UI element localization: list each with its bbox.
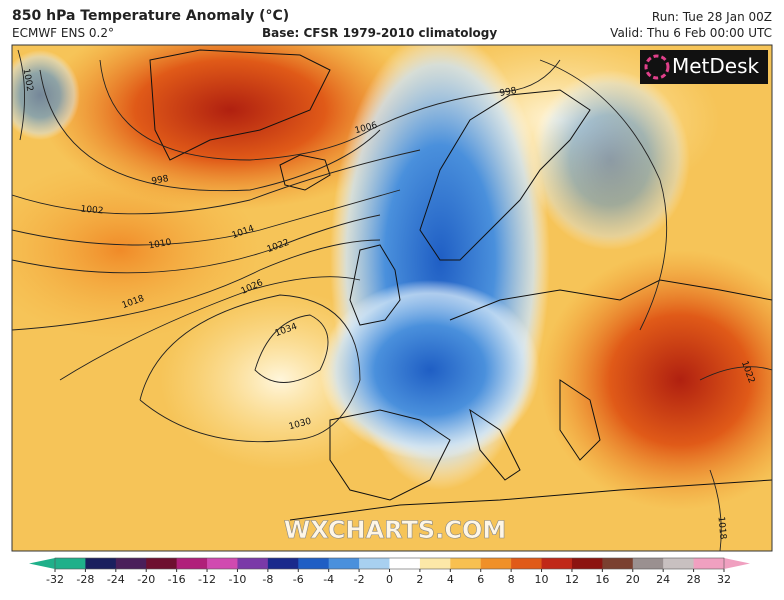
colorbar-segment <box>237 558 269 569</box>
logo: MetDesk <box>640 50 768 84</box>
colorbar-segment <box>115 558 147 569</box>
colorbar-tick-label: 24 <box>656 573 670 586</box>
colorbar-segment <box>389 558 421 569</box>
isobar-label: 1018 <box>716 516 728 540</box>
colorbar-tick-label: -8 <box>262 573 273 586</box>
colorbar-segment <box>359 558 390 569</box>
coastlines <box>149 49 772 521</box>
colorbar-tick-label: -16 <box>168 573 186 586</box>
isobar-label: 1002 <box>21 68 35 92</box>
map-frame <box>11 44 773 552</box>
colorbar-segment <box>632 558 664 569</box>
colorbar-tick-label: 20 <box>626 573 640 586</box>
isobars <box>12 49 772 551</box>
colorbar-segment <box>207 558 238 569</box>
colorbar-tick-label: 4 <box>447 573 454 586</box>
colorbar-tick-label: 32 <box>717 573 731 586</box>
run: Run: Tue 28 Jan 00Z <box>651 10 772 24</box>
colorbar-segment <box>176 558 208 569</box>
colorbar-tick-label: -24 <box>107 573 125 586</box>
colorbar-arrow-left <box>29 558 55 569</box>
colorbar-segment <box>571 558 603 569</box>
colorbar-segment <box>663 558 695 569</box>
colorbar-segment <box>298 558 330 569</box>
base: Base: CFSR 1979-2010 climatology <box>262 26 498 40</box>
colorbar-segment <box>267 558 299 569</box>
anomaly-field <box>12 45 772 551</box>
colorbar-tick-label: 28 <box>687 573 701 586</box>
colorbar-tick-label: -2 <box>354 573 365 586</box>
colorbar-tick-label: 12 <box>565 573 579 586</box>
isobar-label: 998 <box>499 86 518 99</box>
colorbar-segment <box>450 558 482 569</box>
isobar-label: 998 <box>151 174 170 187</box>
colorbar-segment <box>602 558 634 569</box>
colorbar-segment <box>541 558 573 569</box>
colorbar-tick-label: -6 <box>293 573 304 586</box>
logo-text: MetDesk <box>672 54 760 78</box>
colorbar-segment <box>419 558 451 569</box>
colorbar-tick-label: 8 <box>508 573 515 586</box>
model: ECMWF ENS 0.2° <box>12 26 114 40</box>
colorbar-segment <box>480 558 512 569</box>
title: 850 hPa Temperature Anomaly (°C) <box>12 8 290 24</box>
colorbar-arrow-right <box>724 558 750 569</box>
colorbar-segment <box>328 558 360 569</box>
colorbar-segment <box>85 558 117 569</box>
isobar-label: 1002 <box>80 205 104 217</box>
colorbar-tick-label: 0 <box>386 573 393 586</box>
colorbar-tick-label: 16 <box>595 573 609 586</box>
colorbar-tick-label: -10 <box>228 573 246 586</box>
colorbar-tick-label: 10 <box>535 573 549 586</box>
colorbar-tick-label: -28 <box>76 573 94 586</box>
watermark: WXCHARTS.COM <box>284 516 506 544</box>
colorbar-tick-label: -20 <box>137 573 155 586</box>
colorbar-tick-label: -12 <box>198 573 216 586</box>
colorbar-segment <box>146 558 178 569</box>
colorbar-tick-label: 6 <box>477 573 484 586</box>
isobar-label: 1010 <box>148 238 173 252</box>
colorbar-tick-label: -4 <box>323 573 334 586</box>
colorbar-tick-label: 2 <box>416 573 423 586</box>
colorbar-tick-label: -32 <box>46 573 64 586</box>
colorbar-segment <box>55 558 86 569</box>
colorbar-segment <box>693 558 725 569</box>
valid: Valid: Thu 6 Feb 00:00 UTC <box>610 26 772 40</box>
colorbar-segment <box>511 558 543 569</box>
